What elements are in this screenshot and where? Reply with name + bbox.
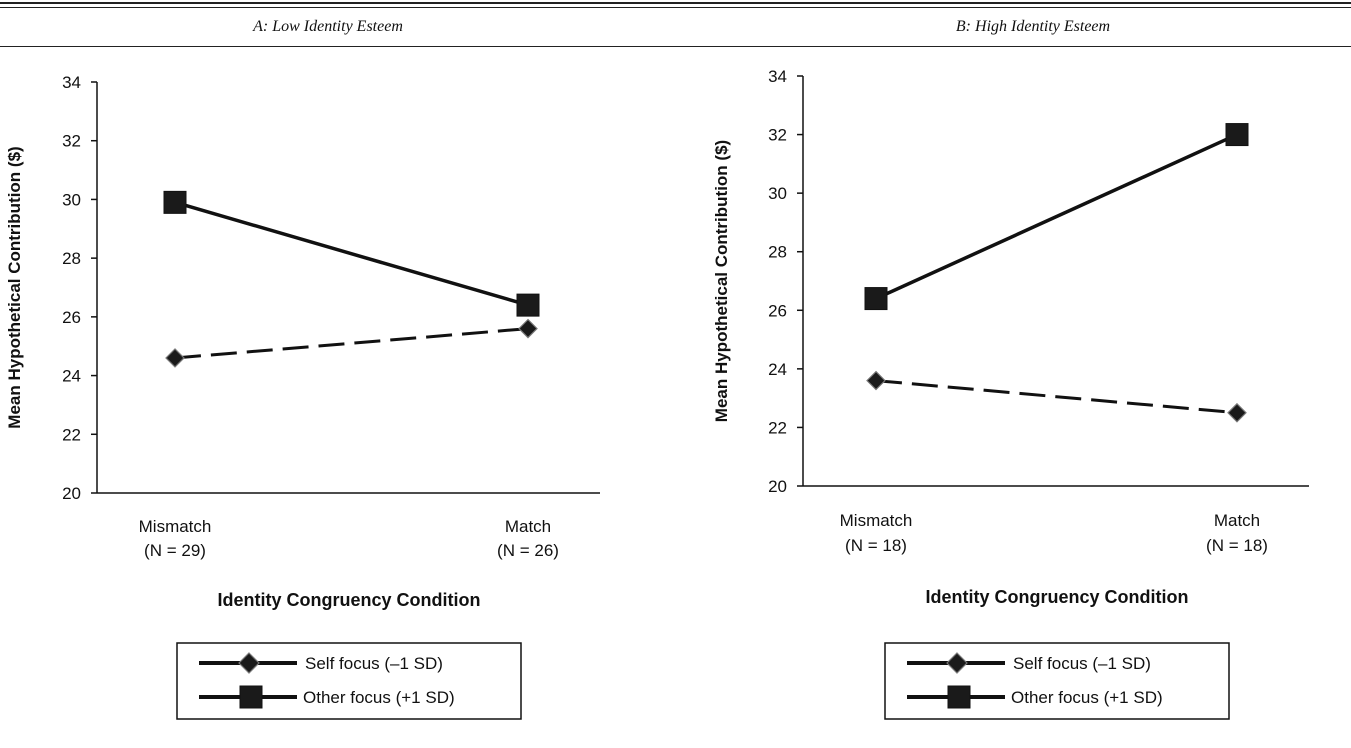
panel-b-category-label: Match [1214, 511, 1260, 530]
panel-b-series-self-point [1227, 402, 1247, 423]
panel-b-series-other-line [875, 132, 1238, 301]
panel-a-y-tick-label: 28 [62, 249, 81, 268]
top-rule-2 [0, 7, 1351, 8]
panel-a-legend-square-marker [239, 685, 263, 709]
panel-a-legend-diamond-marker [238, 652, 260, 674]
panel-a-y-tick-label: 22 [62, 425, 81, 444]
panel-b-y-tick-label: 22 [768, 418, 787, 437]
panel-a-legend-box [176, 642, 522, 720]
panel-a-y-tick-label: 26 [62, 308, 81, 327]
panel-b-category-sublabel: (N = 18) [845, 536, 907, 555]
header-rule [0, 46, 1351, 47]
panel-b-series-self-point [866, 370, 886, 391]
panel-a-x-axis-label: Identity Congruency Condition [218, 590, 481, 610]
panel-a-y-tick-label: 34 [62, 73, 81, 92]
panel-a-category-sublabel: (N = 26) [497, 541, 559, 560]
panel-a-title: A: Low Identity Esteem [253, 18, 403, 35]
panel-b-y-tick-label: 24 [768, 360, 787, 379]
panel-b-y-tick-label: 30 [768, 184, 787, 203]
panel-b-series-self-line [875, 379, 1238, 415]
panel-a-legend-label: Other focus (+1 SD) [303, 688, 455, 707]
panel-b-x-axis-label: Identity Congruency Condition [926, 587, 1189, 607]
panel-b-series-other-point [864, 287, 888, 311]
panel-a-legend-label: Self focus (–1 SD) [305, 654, 443, 673]
panel-b-y-tick-label: 34 [768, 67, 787, 86]
panel-b-legend-label: Self focus (–1 SD) [1013, 654, 1151, 673]
panel-b-y-tick-label: 20 [768, 477, 787, 496]
panel-a-y-axis-label: Mean Hypothetical Contribution ($) [5, 146, 24, 428]
panel-b-title: B: High Identity Esteem [955, 18, 1111, 35]
panel-a-y-tick-label: 30 [62, 190, 81, 209]
panel-b-y-tick-label: 26 [768, 301, 787, 320]
panel-b-legend-label: Other focus (+1 SD) [1011, 688, 1163, 707]
panel-a-series-other-point [163, 190, 187, 214]
panel-a-y-tick-label: 24 [62, 367, 81, 386]
panel-a-series-self-point [518, 318, 538, 339]
panel-a-y-tick-label: 20 [62, 484, 81, 503]
panel-a-category-label: Match [505, 517, 551, 536]
panel-a-series-self-line [174, 327, 529, 360]
panel-b-y-tick-label: 32 [768, 126, 787, 145]
panel-b-series-other-point [1225, 123, 1249, 147]
panel-a-y-tick-label: 32 [62, 132, 81, 151]
panel-b-category-label: Mismatch [840, 511, 913, 530]
panel-b-legend-square-marker [947, 685, 971, 709]
panel-a-series-other-line [174, 200, 529, 307]
panel-b-y-axis-label: Mean Hypothetical Contribution ($) [712, 140, 731, 422]
panel-a-category-label: Mismatch [139, 517, 212, 536]
panel-a-category-sublabel: (N = 29) [144, 541, 206, 560]
panel-b-legend-diamond-marker [946, 652, 968, 674]
top-rule-1 [0, 2, 1351, 4]
panel-b-legend-box [884, 642, 1230, 720]
panel-a-series-other-point [516, 293, 540, 317]
panel-b-category-sublabel: (N = 18) [1206, 536, 1268, 555]
panel-a-series-self-point [165, 348, 185, 368]
panel-b-y-tick-label: 28 [768, 243, 787, 262]
